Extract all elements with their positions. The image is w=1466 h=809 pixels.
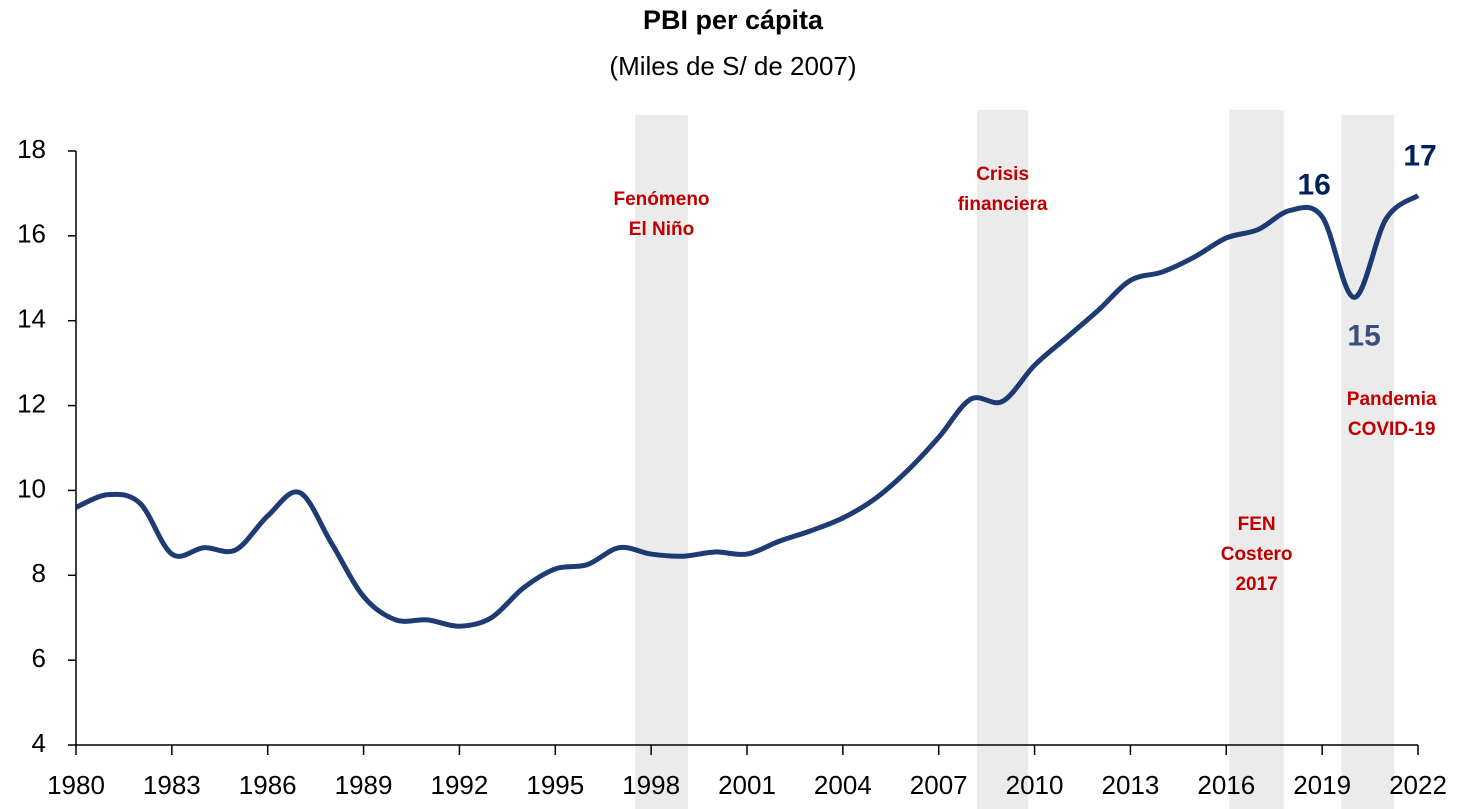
x-tick-label: 1992: [431, 770, 489, 800]
y-tick-label: 6: [32, 643, 46, 673]
x-tick-label: 1980: [47, 770, 105, 800]
x-tick-label: 2010: [1006, 770, 1064, 800]
x-tick-label: 2001: [718, 770, 776, 800]
y-tick-label: 14: [17, 304, 46, 334]
y-tick-label: 18: [17, 134, 46, 164]
annotation: Fenómeno El Niño: [613, 189, 709, 240]
bands: [635, 110, 1395, 809]
shaded-period: [977, 110, 1029, 809]
line: [74, 193, 1420, 629]
x-tick-label: 2016: [1197, 770, 1255, 800]
x-tick-label: 1989: [335, 770, 393, 800]
data-label: 16: [1297, 169, 1330, 202]
y-tick-label: 4: [32, 728, 46, 758]
data-label: 17: [1403, 139, 1436, 172]
data-label: 15: [1347, 319, 1380, 352]
x-tick-label: 1998: [622, 770, 680, 800]
x-tick-label: 2004: [814, 770, 872, 800]
shaded-period: [635, 115, 688, 809]
y-tick-label: 12: [17, 388, 46, 418]
annotation: Pandemia COVID-19: [1347, 389, 1437, 440]
x-tick-label: 1995: [526, 770, 584, 800]
x-tick-label: 1983: [143, 770, 201, 800]
chart-subtitle: (Miles de S/ de 2007): [609, 51, 856, 81]
chart-title: PBI per cápita: [643, 5, 824, 35]
y-tick-label: 8: [32, 558, 46, 588]
shaded-period: [1229, 110, 1284, 809]
x-tick-label: 2022: [1389, 770, 1447, 800]
x-tick-label: 2013: [1102, 770, 1160, 800]
y-tick-label: 10: [17, 473, 46, 503]
annotation: Crisis financiera: [958, 164, 1048, 215]
shaded-period: [1341, 115, 1395, 809]
x-tick-label: 1986: [239, 770, 297, 800]
x-tick-label: 2019: [1293, 770, 1351, 800]
annotation: FEN Costero 2017: [1221, 514, 1293, 595]
x-tick-label: 2007: [910, 770, 968, 800]
y-tick-label: 16: [17, 219, 46, 249]
